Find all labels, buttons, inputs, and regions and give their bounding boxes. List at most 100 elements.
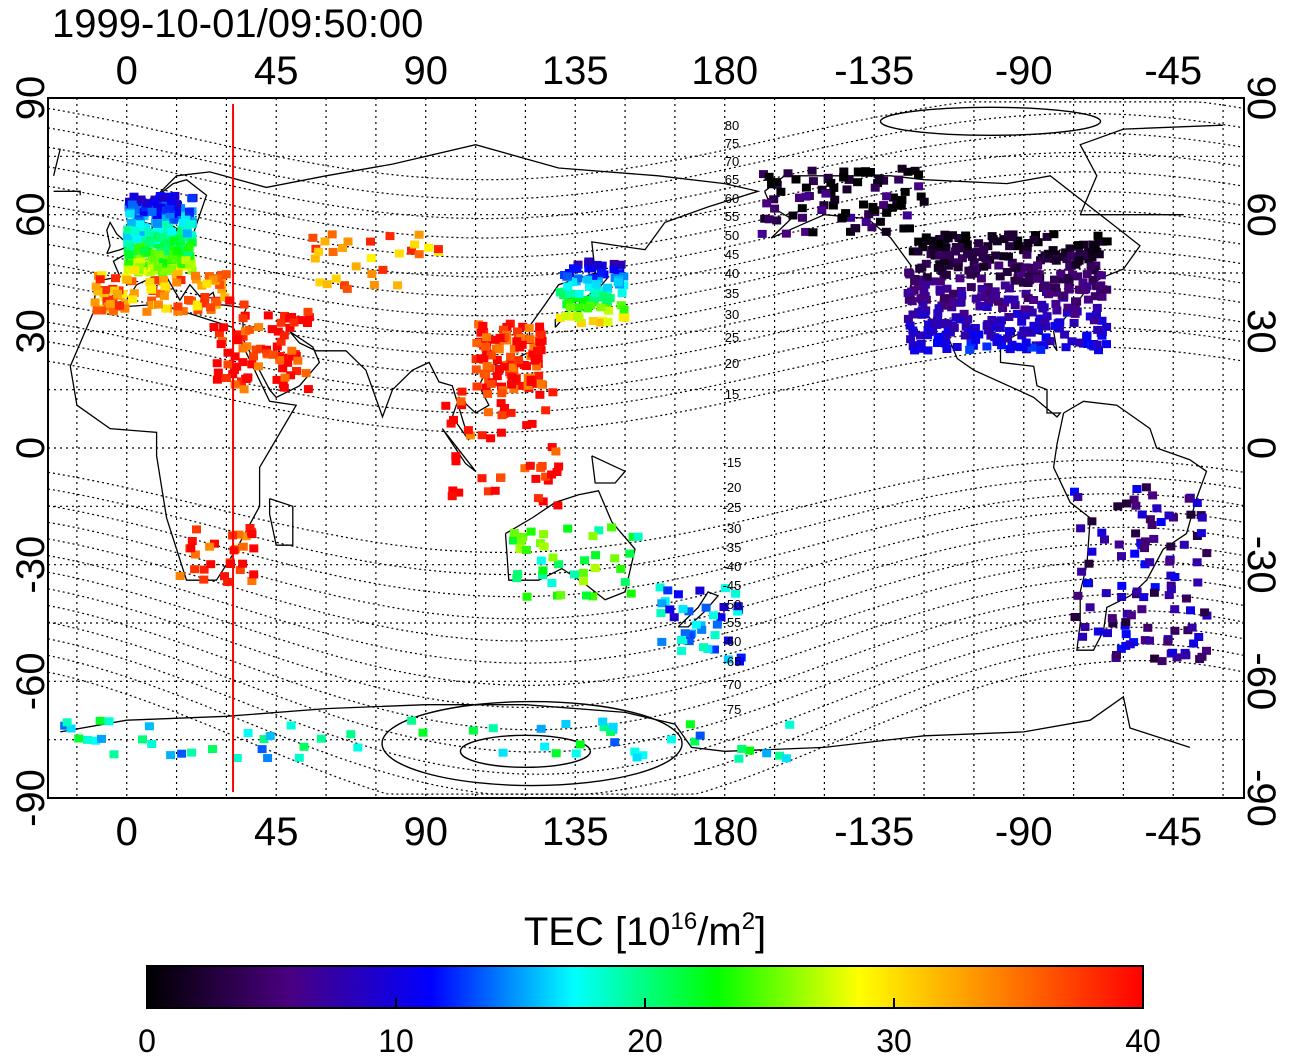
tec-pixel — [1089, 246, 1099, 255]
tec-pixel — [229, 546, 239, 555]
tec-pixel — [597, 291, 607, 300]
tec-pixel — [237, 377, 246, 386]
tec-pixel — [684, 637, 694, 646]
tec-pixel — [212, 359, 222, 368]
contour-line — [47, 151, 1245, 239]
tec-pixel — [1003, 295, 1013, 304]
tec-pixel — [965, 345, 975, 354]
tec-pixel — [1078, 632, 1088, 641]
tec-pixel — [941, 243, 951, 252]
tec-pixel — [870, 206, 880, 215]
tec-pixel — [588, 317, 598, 325]
tec-pixel — [934, 304, 944, 313]
tec-pixel — [1090, 292, 1100, 301]
colorbar-title: TEC [1016/m2] — [524, 908, 766, 954]
tec-pixel — [247, 530, 257, 539]
tec-pixel — [1121, 618, 1131, 627]
tec-pixel — [1117, 581, 1127, 590]
contour-line — [47, 210, 1245, 297]
tec-pixel — [515, 545, 525, 553]
tec-pixel — [1141, 483, 1151, 492]
tec-pixel — [929, 277, 939, 286]
tec-pixel — [394, 249, 404, 258]
tec-pixel — [783, 169, 793, 178]
tec-pixel — [152, 220, 162, 228]
tec-pixel — [506, 352, 516, 361]
tec-pixel — [184, 296, 193, 304]
tec-pixel — [1070, 613, 1080, 621]
tec-pixel — [1076, 524, 1086, 533]
tec-pixel — [136, 227, 146, 236]
tec-pixel — [517, 381, 527, 390]
tec-pixel — [1087, 253, 1097, 262]
tec-pixel — [846, 213, 856, 222]
tec-pixel — [979, 262, 989, 271]
tec-pixel — [1026, 268, 1036, 277]
tec-pixel — [547, 443, 557, 452]
tec-pixel — [638, 751, 648, 760]
tec-pixel — [913, 247, 923, 256]
tec-pixel — [1186, 606, 1195, 615]
tec-pixel — [245, 524, 255, 532]
tec-pixel — [1073, 493, 1083, 501]
tec-pixel — [1026, 326, 1036, 335]
tec-pixel — [1036, 256, 1045, 265]
tec-pixel — [1009, 295, 1019, 304]
left-latitude-label: -60 — [9, 652, 53, 710]
tec-pixel — [1045, 337, 1055, 346]
tec-pixel — [509, 344, 519, 353]
tec-pixel — [129, 289, 139, 298]
tec-pixel — [697, 625, 707, 634]
tec-pixel — [512, 337, 522, 346]
tec-pixel — [1168, 648, 1178, 657]
tec-pixel — [287, 346, 297, 355]
tec-pixel — [531, 474, 541, 483]
tec-pixel — [199, 565, 209, 574]
tec-pixel — [1042, 232, 1052, 241]
tec-pixel — [1170, 573, 1180, 581]
tec-pixel — [253, 362, 263, 371]
tec-pixel — [678, 605, 688, 614]
tec-pixel — [230, 352, 240, 361]
tec-pixel — [916, 192, 926, 201]
tec-pixel — [142, 199, 152, 208]
tec-pixel — [839, 173, 849, 182]
tec-pixel — [328, 248, 338, 256]
tec-pixel — [882, 192, 892, 201]
tec-pixel — [594, 526, 604, 535]
tec-pixel — [1082, 332, 1092, 341]
tec-pixel — [137, 235, 147, 244]
bottom-longitude-label: 90 — [403, 810, 448, 854]
tec-pixel — [1020, 305, 1030, 314]
tec-pixel — [710, 631, 720, 640]
tec-pixel — [601, 302, 611, 311]
tec-pixel — [973, 247, 983, 256]
tec-pixel — [235, 566, 245, 574]
tec-pixel — [903, 167, 913, 176]
tec-pixel — [908, 342, 918, 351]
tec-pixel — [135, 220, 145, 229]
tec-pixel — [923, 346, 933, 355]
tec-pixel — [497, 389, 507, 398]
axis-tick-labels: 0045459090135135180180-135-135-90-90-45-… — [9, 49, 1283, 854]
tec-pixel — [709, 611, 718, 620]
tec-pixel — [933, 263, 943, 272]
tec-pixel — [97, 306, 107, 315]
tec-pixel — [619, 305, 629, 314]
tec-pixel — [153, 300, 163, 309]
tec-pixel — [1170, 626, 1180, 635]
tec-pixel — [723, 636, 733, 645]
tec-pixel — [1051, 299, 1061, 308]
tec-pixel — [158, 259, 168, 268]
contour-label: 55 — [725, 209, 739, 224]
tec-pixel — [505, 368, 515, 377]
tec-pixel — [983, 326, 993, 335]
tec-pixel — [199, 575, 209, 584]
tec-pixel — [1044, 290, 1053, 299]
tec-pixel — [829, 183, 839, 192]
tec-pixel — [1036, 345, 1046, 354]
tec-pixel — [108, 307, 118, 316]
tec-pixel — [974, 239, 984, 248]
tec-pixel — [914, 182, 924, 191]
tec-pixel — [527, 419, 537, 428]
